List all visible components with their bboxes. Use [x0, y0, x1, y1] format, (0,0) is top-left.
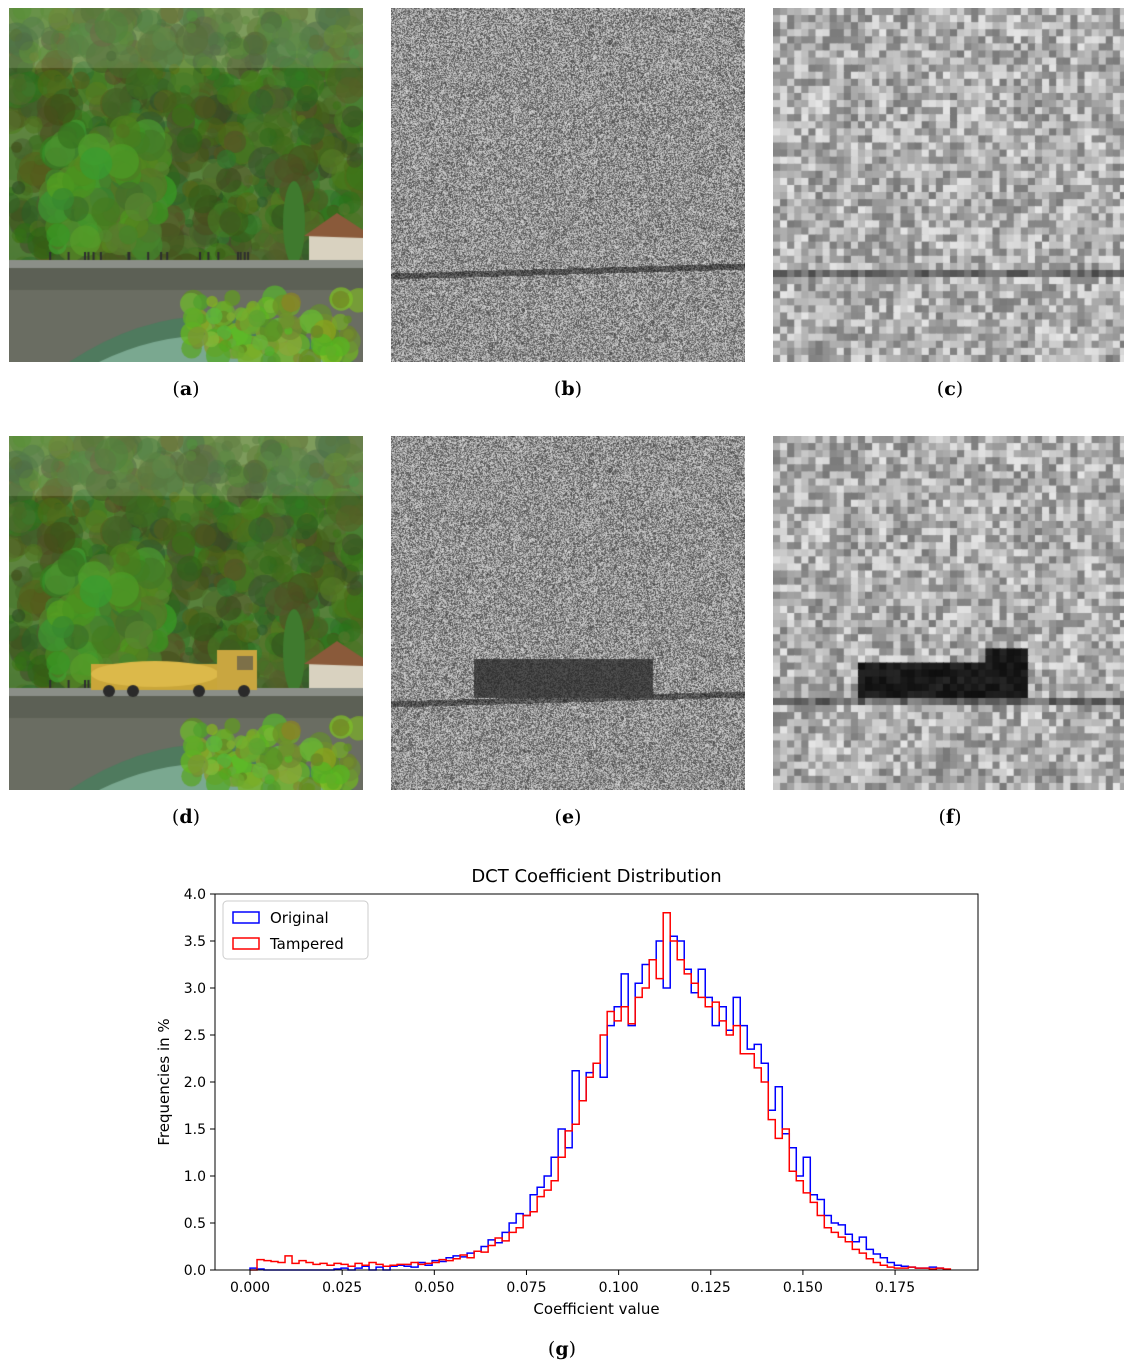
- caption-a: (a): [172, 378, 200, 400]
- y-tick-label: 1.5: [184, 1122, 206, 1138]
- y-tick-label: 2.5: [184, 1028, 206, 1044]
- block-map-tampered-image: [773, 436, 1124, 790]
- noise-residual-tampered-image: [391, 436, 745, 790]
- panel-c-original-blockmap: [773, 8, 1124, 362]
- y-tick-label: 3.0: [184, 981, 206, 997]
- x-tick-label: 0.100: [599, 1280, 639, 1296]
- y-tick-label: 2.0: [184, 1075, 206, 1091]
- caption-c: (c): [936, 378, 964, 400]
- photo-original-image: [9, 8, 363, 362]
- caption-e: (e): [554, 806, 582, 828]
- dct-histogram-chart: DCT Coefficient Distribution 0.000 0.025 0.…: [155, 866, 979, 1318]
- y-tick-label: 0.0: [184, 1263, 206, 1279]
- y-tick-label: 0.5: [184, 1216, 206, 1232]
- caption-b: (b): [553, 378, 583, 400]
- noise-residual-original-image: [391, 8, 745, 362]
- y-tick-label: 4.0: [184, 887, 206, 903]
- y-tick-label: 1.0: [184, 1169, 206, 1185]
- caption-g: (g): [547, 1338, 577, 1360]
- x-axis-label: Coefficient value: [533, 1300, 659, 1318]
- series-line-original: [249, 935, 945, 1271]
- x-tick-label: 0.000: [230, 1280, 270, 1296]
- legend-swatch-original: [232, 911, 260, 924]
- chart-title: DCT Coefficient Distribution: [471, 866, 721, 887]
- x-tick-label: 0.050: [414, 1280, 454, 1296]
- x-tick-label: 0.025: [322, 1280, 362, 1296]
- panel-a-original-photo: [9, 8, 363, 362]
- legend-swatch-tampered: [232, 937, 260, 950]
- panel-f-tampered-blockmap: [773, 436, 1124, 790]
- series-line-tampered: [250, 912, 952, 1271]
- x-tick-label: 0.175: [875, 1280, 915, 1296]
- y-axis-label: Frequencies in %: [155, 1018, 173, 1145]
- x-tick-label: 0.150: [783, 1280, 823, 1296]
- x-tick-label: 0.075: [506, 1280, 546, 1296]
- y-tick-label: 3.5: [184, 934, 206, 950]
- panel-e-tampered-noise: [391, 436, 745, 790]
- panel-d-tampered-photo: [9, 436, 363, 790]
- block-map-original-image: [773, 8, 1124, 362]
- caption-f: (f): [938, 806, 962, 828]
- legend-label-original: Original: [270, 909, 329, 927]
- x-tick-label: 0.125: [691, 1280, 731, 1296]
- panel-b-original-noise: [391, 8, 745, 362]
- photo-tampered-image: [9, 436, 363, 790]
- caption-d: (d): [171, 806, 201, 828]
- chart-legend: Original Tampered: [222, 900, 369, 960]
- legend-label-tampered: Tampered: [269, 935, 344, 953]
